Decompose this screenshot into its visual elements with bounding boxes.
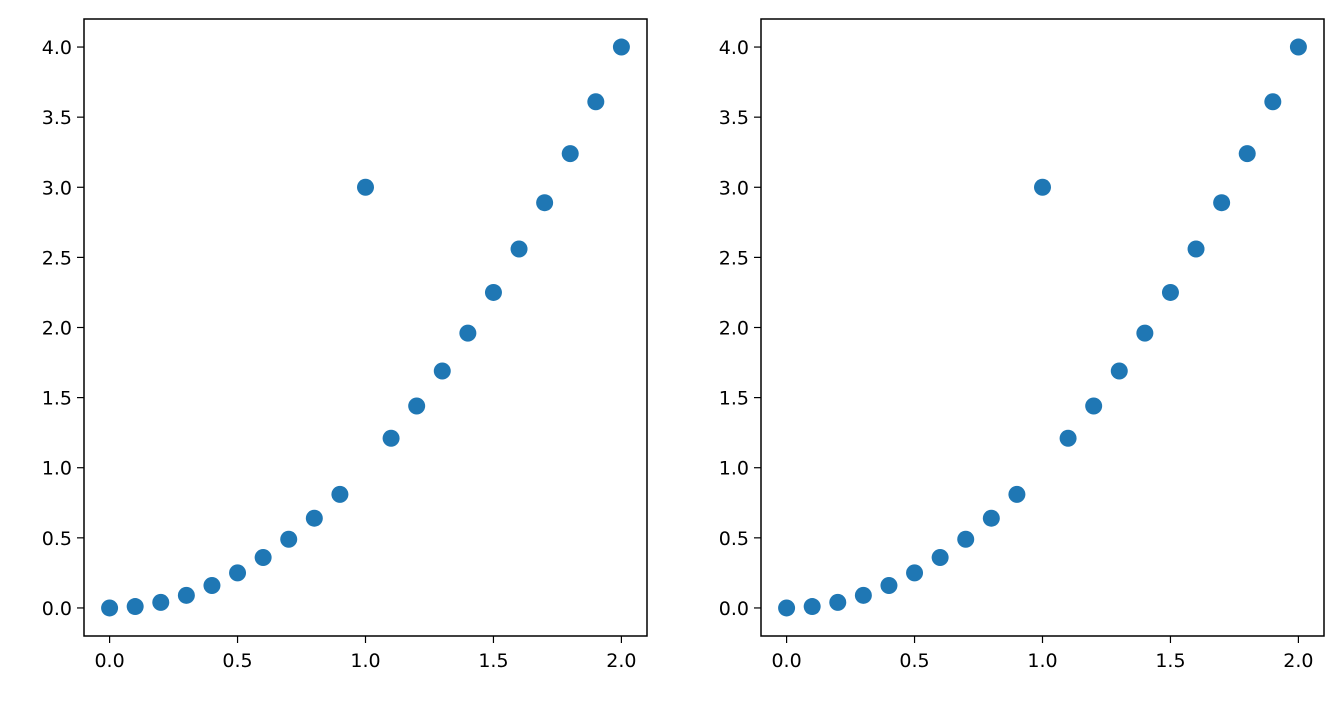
left-scatter-point [357,178,374,196]
left-scatter-point [587,93,605,111]
right-x-tick-label: 1.5 [1155,650,1185,672]
right-scatter-point [1059,429,1077,447]
left-x-tick-label: 0.5 [222,650,252,672]
left-y-tick-label: 0.0 [42,598,72,620]
left-x-tick-label: 1.5 [478,650,508,672]
left-scatter-point [484,283,502,301]
left-scatter-point [536,194,554,212]
left-y-tick-label: 2.0 [42,318,72,340]
right-scatter-point [1161,283,1179,301]
right-y-tick-label: 2.0 [719,318,749,340]
right-x-tick-label: 1.0 [1027,650,1057,672]
right-y-tick-label: 0.5 [719,528,749,550]
left-scatter-point [254,548,272,566]
right-x-tick-label: 0.5 [899,650,929,672]
left-scatter-point [561,145,579,163]
right-scatter-point [803,598,821,616]
left-y-tick-label: 2.5 [42,247,72,269]
left-scatter-point [126,598,144,616]
left-scatter-point [152,593,170,611]
right-scatter-plot: 0.0 0.5 1.0 1.5 2.0 0.0 0.5 1.0 1.5 2.0 2.5 3.0 3.5 4… [719,18,1325,672]
right-y-tick-label: 2.5 [719,247,749,269]
right-scatter-point [854,586,872,604]
left-scatter-point [229,564,247,582]
right-scatter-point [1008,485,1026,503]
right-scatter-point [1136,324,1154,342]
right-scatter-point [1264,93,1282,111]
right-scatter-point [1289,38,1307,56]
left-scatter-point [408,397,426,415]
left-y-tick-label: 0.5 [42,528,72,550]
left-y-tick-label: 3.5 [42,107,72,129]
right-x-tick-label: 2.0 [1283,650,1313,672]
left-scatter-point [433,362,451,380]
left-x-tick-label: 1.0 [350,650,380,672]
right-scatter-point [1110,362,1128,380]
right-scatter-point [1034,178,1051,196]
right-scatter-point [982,509,1000,527]
left-scatter-point [280,530,298,548]
left-scatter-point [612,38,630,56]
right-scatter-point [931,548,949,566]
left-scatter-point [459,324,477,342]
left-y-tick-label: 1.5 [42,388,72,410]
left-scatter-point [203,577,221,595]
left-scatter-point [177,586,195,604]
left-scatter-point [510,240,528,258]
left-scatter-point [305,509,323,527]
right-y-tick-label: 3.5 [719,107,749,129]
left-scatter-point [382,429,400,447]
right-scatter-point [829,593,847,611]
right-scatter-point [1085,397,1103,415]
left-scatter-point [101,599,119,617]
left-x-tick-label: 2.0 [606,650,636,672]
left-y-tick-label: 1.0 [42,458,72,480]
right-y-tick-label: 3.0 [719,177,749,199]
right-scatter-point [778,599,796,617]
right-scatter-point [957,530,975,548]
right-scatter-point [906,564,924,582]
left-axes-frame [83,18,648,637]
left-scatter-point [331,485,349,503]
right-scatter-point [1213,194,1231,212]
right-y-tick-label: 1.5 [719,388,749,410]
right-scatter-point [1238,145,1256,163]
left-y-tick-label: 3.0 [42,177,72,199]
right-scatter-point [1187,240,1205,258]
left-y-tick-label: 4.0 [42,37,72,59]
right-x-tick-label: 0.0 [771,650,801,672]
right-y-tick-label: 0.0 [719,598,749,620]
right-axes-frame [760,18,1325,637]
right-scatter-point [880,577,898,595]
left-scatter-plot: 0.0 0.5 1.0 1.5 2.0 0.0 0.5 1.0 1.5 2.0 2.5 3.0 3.5 4… [42,18,648,672]
right-y-tick-label: 1.0 [719,458,749,480]
right-y-tick-label: 4.0 [719,37,749,59]
left-x-tick-label: 0.0 [94,650,124,672]
